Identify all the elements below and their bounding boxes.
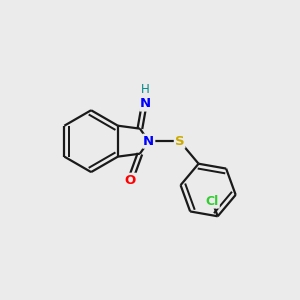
Text: O: O <box>125 174 136 187</box>
Text: N: N <box>143 135 154 148</box>
Text: Cl: Cl <box>206 195 219 208</box>
Text: H: H <box>141 83 150 96</box>
Text: S: S <box>175 135 184 148</box>
Text: N: N <box>140 98 151 110</box>
